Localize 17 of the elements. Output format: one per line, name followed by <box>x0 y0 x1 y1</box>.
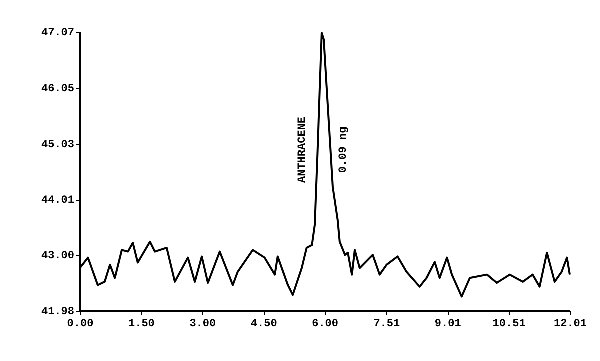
x-tick-label: 3.00 <box>190 318 216 330</box>
x-tick-label: 6.00 <box>312 318 338 330</box>
x-tick-label: 10.51 <box>492 318 526 330</box>
annotation: 0.09 ng <box>338 126 350 174</box>
y-tick-label: 46.05 <box>41 83 75 96</box>
x-tick-label: 1.50 <box>128 318 155 330</box>
x-tick-label: 9.01 <box>434 318 462 330</box>
x-tick-label: 7.51 <box>374 318 401 330</box>
y-tick-label: 41.98 <box>41 306 75 318</box>
annotation: ANTHRACENE <box>297 116 309 184</box>
x-tick-label: 0.00 <box>67 318 94 330</box>
y-tick-label: 43.00 <box>41 250 74 263</box>
y-tick-label: 44.01 <box>41 195 75 208</box>
y-tick-label: 47.07 <box>41 28 74 40</box>
y-tick-label: 45.03 <box>41 139 75 152</box>
x-tick-label: 12.01 <box>554 318 588 330</box>
x-tick-label: 4.50 <box>250 318 278 330</box>
